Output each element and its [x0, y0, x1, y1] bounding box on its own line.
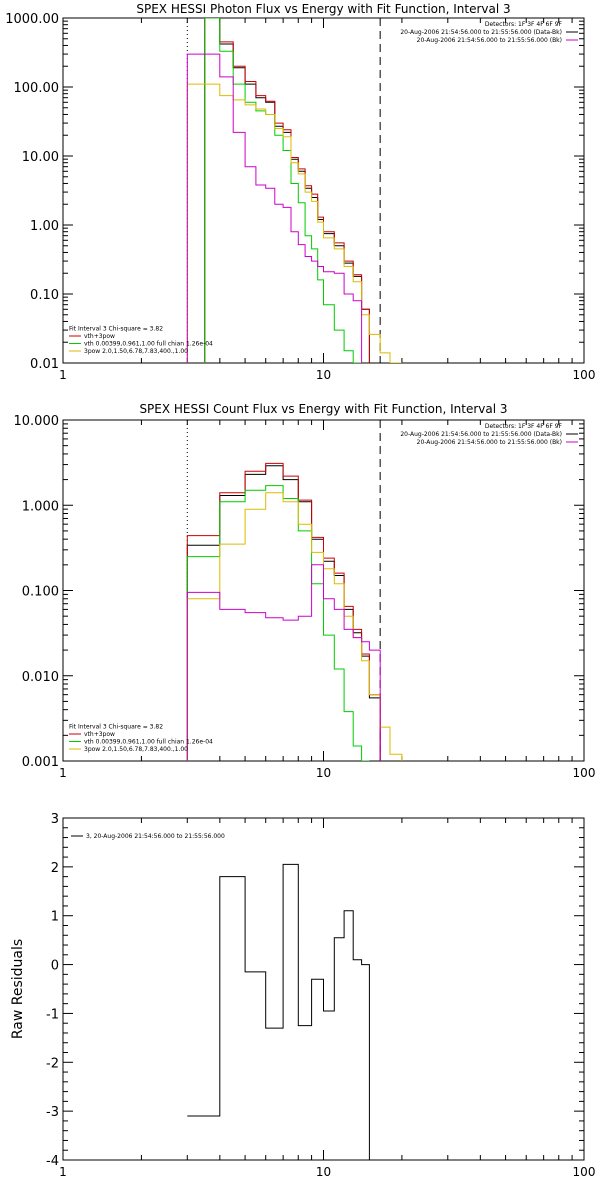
y-tick-label: 1000.00	[5, 12, 59, 27]
legend-entry: Fit Interval 3 Chi-square = 3.82	[69, 326, 163, 333]
legend-entry: 3pow 2.0,1.50,6.78,7.83,400.,1.00	[84, 348, 188, 355]
y-tick-label: 0.100	[22, 585, 59, 600]
x-tick-label: 1	[59, 1165, 67, 1179]
series-line-bk	[186, 53, 363, 363]
series-line-bk	[186, 564, 381, 761]
y-tick-label: 1	[51, 910, 59, 925]
legend-entry: 20-Aug-2006 21:54:56.000 to 21:55:56.000…	[417, 37, 562, 44]
x-tick-label: 10	[316, 766, 331, 780]
y-tick-label: 1.00	[30, 219, 59, 234]
chart-title: SPEX HESSI Photon Flux vs Energy with Fi…	[136, 2, 510, 16]
series-line-vth	[204, 18, 362, 363]
legend-entry: Fit Interval 3 Chi-square = 3.82	[69, 724, 163, 731]
y-tick-label: 0.010	[22, 670, 59, 685]
series-line-data-minus-bk	[204, 18, 370, 363]
chart-title: SPEX HESSI Count Flux vs Energy with Fit…	[139, 402, 507, 416]
series-line-3-20-aug-2006-21-54-56-000-to-21-55-56-000	[187, 863, 370, 1160]
plot-frame	[62, 17, 585, 364]
legend-entry: vth+3pow	[84, 731, 115, 738]
y-tick-label: -4	[46, 1154, 59, 1169]
x-tick-label: 1	[59, 368, 67, 382]
legend-entry: vth 0.00399,0.961,1.00 full chian 1.26e-…	[84, 739, 213, 746]
chart-panel-3: 1 10 100 -4 -3 -2 -1 0 1 2 3 Raw Residuals 3, 20-Aug…	[10, 812, 595, 1179]
y-tick-label: -3	[46, 1105, 59, 1120]
x-tick-label: 100	[573, 1165, 596, 1179]
y-tick-label: 0	[51, 959, 59, 974]
y-tick-label: 1.000	[22, 499, 59, 514]
series-line-data-minus-bk	[186, 465, 381, 761]
legend-entry: vth+3pow	[84, 333, 115, 340]
legend-entry: 3pow 2.0,1.50,6.78,7.83,400.,1.00	[84, 746, 188, 753]
legend-entry: Detectors: 1F 3F 4F 6F 9F	[485, 21, 563, 28]
y-tick-label: 0.01	[30, 357, 59, 372]
series-line-3pow	[186, 492, 403, 761]
chart-panel-1: SPEX HESSI Photon Flux vs Energy with Fi…	[5, 2, 595, 382]
series-line-vth-3pow	[186, 462, 381, 761]
series-line-3pow	[186, 83, 402, 363]
x-tick-label: 100	[573, 368, 596, 382]
series-line-vth-3pow	[204, 18, 370, 363]
legend-entry: 20-Aug-2006 21:54:56.000 to 21:55:56.000…	[400, 431, 562, 438]
y-tick-label: 0.001	[22, 755, 59, 770]
y-tick-label: 100.00	[14, 81, 60, 96]
y-tick-label: 3	[51, 812, 59, 827]
series-line-vth	[186, 485, 370, 761]
y-tick-label: -2	[46, 1056, 59, 1071]
y-tick-label: -1	[46, 1007, 59, 1022]
legend-entry: 3, 20-Aug-2006 21:54:56.000 to 21:55:56.…	[86, 833, 225, 840]
legend-entry: 20-Aug-2006 21:54:56.000 to 21:55:56.000…	[400, 29, 562, 36]
legend-entry: 20-Aug-2006 21:54:56.000 to 21:55:56.000…	[417, 439, 562, 446]
x-tick-label: 1	[59, 766, 67, 780]
y-tick-label: 0.10	[30, 288, 59, 303]
y-axis-label: Raw Residuals	[10, 939, 26, 1039]
y-tick-label: 10.000	[14, 414, 60, 429]
x-tick-label: 100	[573, 766, 596, 780]
x-tick-label: 10	[316, 1165, 331, 1179]
x-tick-label: 10	[316, 368, 331, 382]
y-tick-label: 2	[51, 861, 59, 876]
y-tick-label: 10.00	[22, 150, 59, 165]
chart-panel-2: SPEX HESSI Count Flux vs Energy with Fit…	[14, 402, 596, 780]
legend-entry: vth 0.00399,0.961,1.00 full chian 1.26e-…	[84, 341, 213, 348]
legend-entry: Detectors: 1F 3F 4F 6F 9F	[485, 423, 563, 430]
